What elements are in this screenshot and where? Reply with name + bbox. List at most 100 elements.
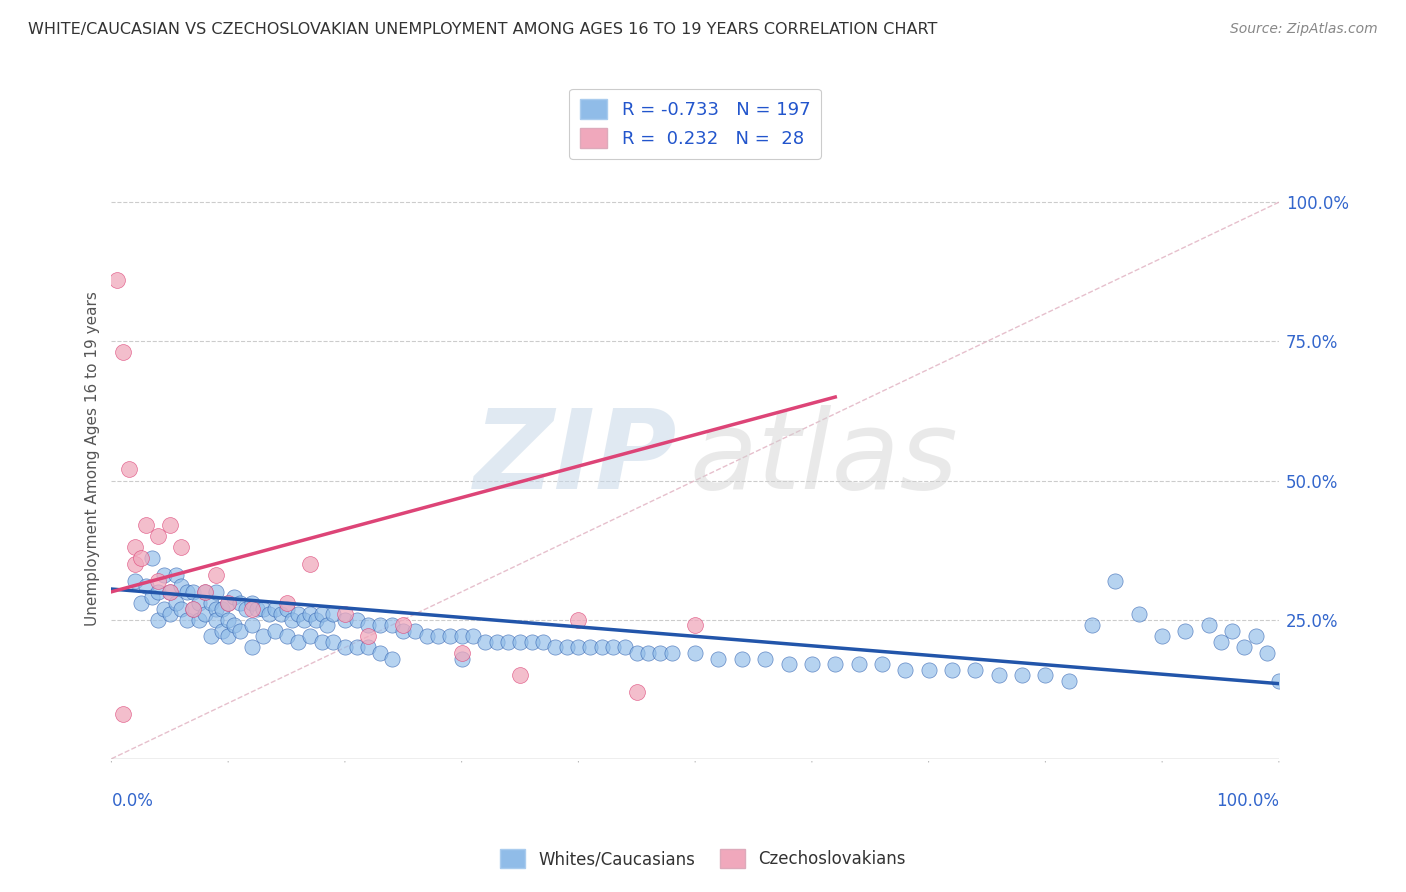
Point: [112, 345, 135, 359]
Point: [346, 640, 368, 655]
Point: [1104, 574, 1126, 588]
Point: [368, 646, 391, 660]
Point: [141, 591, 163, 605]
Point: [170, 541, 193, 555]
Point: [298, 557, 321, 571]
Point: [159, 607, 181, 621]
Point: [661, 646, 683, 660]
Point: [252, 629, 274, 643]
Point: [316, 618, 339, 632]
Point: [1011, 668, 1033, 682]
Point: [531, 635, 554, 649]
Point: [1035, 668, 1057, 682]
Point: [176, 613, 198, 627]
Point: [450, 629, 472, 643]
Point: [205, 584, 228, 599]
Point: [240, 640, 263, 655]
Point: [579, 640, 602, 655]
Point: [211, 624, 233, 638]
Point: [194, 584, 217, 599]
Point: [381, 618, 404, 632]
Point: [626, 646, 648, 660]
Point: [287, 607, 309, 621]
Point: [170, 601, 193, 615]
Point: [217, 596, 239, 610]
Point: [305, 613, 328, 627]
Point: [252, 601, 274, 615]
Point: [1220, 624, 1243, 638]
Point: [159, 584, 181, 599]
Point: [357, 640, 380, 655]
Legend: Whites/Caucasians, Czechoslovakians: Whites/Caucasians, Czechoslovakians: [494, 843, 912, 875]
Point: [567, 640, 589, 655]
Point: [450, 651, 472, 665]
Point: [263, 601, 285, 615]
Point: [917, 663, 939, 677]
Point: [240, 618, 263, 632]
Point: [591, 640, 613, 655]
Point: [509, 635, 531, 649]
Point: [217, 596, 239, 610]
Point: [135, 518, 157, 533]
Point: [240, 596, 263, 610]
Point: [346, 613, 368, 627]
Point: [555, 640, 578, 655]
Point: [707, 651, 730, 665]
Point: [181, 601, 204, 615]
Point: [333, 613, 356, 627]
Point: [427, 629, 450, 643]
Point: [322, 607, 344, 621]
Point: [1268, 673, 1291, 688]
Point: [141, 551, 163, 566]
Point: [276, 596, 298, 610]
Point: [498, 635, 520, 649]
Point: [848, 657, 870, 672]
Point: [129, 596, 152, 610]
Point: [650, 646, 672, 660]
Point: [112, 707, 135, 722]
Point: [778, 657, 800, 672]
Point: [200, 596, 222, 610]
Point: [357, 629, 380, 643]
Point: [463, 629, 485, 643]
Point: [165, 568, 187, 582]
Point: [298, 607, 321, 621]
Legend: R = -0.733   N = 197, R =  0.232   N =  28: R = -0.733 N = 197, R = 0.232 N = 28: [569, 88, 821, 159]
Point: [170, 579, 193, 593]
Point: [1256, 646, 1278, 660]
Point: [281, 613, 304, 627]
Point: [509, 668, 531, 682]
Point: [987, 668, 1010, 682]
Point: [240, 601, 263, 615]
Point: [602, 640, 624, 655]
Point: [153, 568, 176, 582]
Point: [637, 646, 659, 660]
Point: [229, 624, 252, 638]
Point: [404, 624, 426, 638]
Point: [211, 601, 233, 615]
Point: [392, 624, 415, 638]
Point: [222, 591, 245, 605]
Point: [118, 462, 141, 476]
Point: [1081, 618, 1104, 632]
Point: [894, 663, 917, 677]
Point: [146, 584, 169, 599]
Point: [357, 618, 380, 632]
Point: [129, 551, 152, 566]
Point: [159, 584, 181, 599]
Point: [205, 613, 228, 627]
Point: [870, 657, 893, 672]
Point: [263, 624, 285, 638]
Point: [683, 646, 706, 660]
Point: [311, 607, 333, 621]
Point: [567, 613, 589, 627]
Point: [450, 646, 472, 660]
Point: [205, 568, 228, 582]
Text: atlas: atlas: [689, 405, 957, 512]
Point: [146, 613, 169, 627]
Point: [333, 607, 356, 621]
Point: [205, 601, 228, 615]
Point: [392, 618, 415, 632]
Point: [1198, 618, 1220, 632]
Point: [298, 629, 321, 643]
